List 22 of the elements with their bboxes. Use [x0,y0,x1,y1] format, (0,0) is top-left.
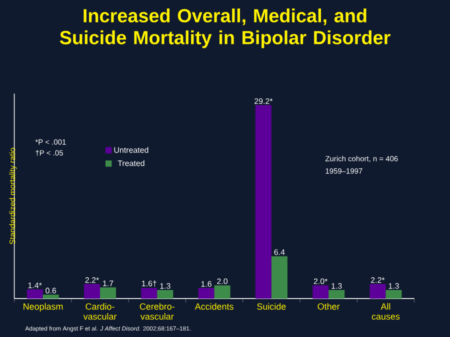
x-tick-label: Suicide [257,303,286,310]
bar [100,287,116,299]
bar [214,285,230,299]
bar [386,290,402,299]
bar [157,290,174,299]
bar [255,105,272,299]
x-tick-label: Other [318,303,340,310]
x-tick-label: Accidents [194,303,234,310]
bar [26,289,43,299]
bar [42,294,59,299]
x-tick-label: All causes [372,303,400,320]
x-tick-label: Cerebro-vascular [140,303,174,320]
x-tick-label: Cardio-vascular [83,303,117,320]
bar [312,285,329,299]
bar [141,288,158,299]
bar [198,288,214,299]
bar [370,284,386,299]
bar [271,256,288,299]
x-tick-label: Neoplasm [24,303,63,312]
bar [328,290,345,299]
chart-title: Increased Overall, Medical, and Suicide Mortality in Bipolar Disorder [60,8,390,48]
bar [84,284,100,299]
